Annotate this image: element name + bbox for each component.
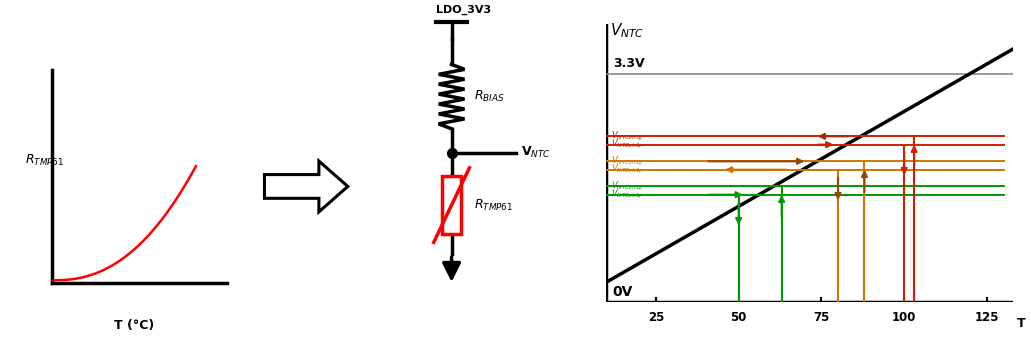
Text: 50: 50: [731, 312, 746, 324]
Text: $V_{NTC_Ph1_F}$: $V_{NTC_Ph1_F}$: [611, 188, 643, 201]
Polygon shape: [264, 161, 347, 212]
Text: T (°C): T (°C): [1017, 317, 1031, 330]
Text: V$_{NTC}$: V$_{NTC}$: [522, 145, 552, 160]
Text: 100: 100: [892, 312, 917, 324]
Text: $V_{NTC_Ph1_R}$: $V_{NTC_Ph1_R}$: [611, 180, 643, 193]
Text: LDO_3V3: LDO_3V3: [436, 5, 491, 15]
Text: $V_{NTC}$: $V_{NTC}$: [609, 21, 644, 40]
Text: 0V: 0V: [612, 285, 633, 299]
Text: T (°C): T (°C): [113, 319, 155, 332]
Text: $R_{BIAS}$: $R_{BIAS}$: [473, 89, 504, 104]
Text: $R_{TMP61}$: $R_{TMP61}$: [25, 153, 64, 168]
Text: 75: 75: [813, 312, 830, 324]
Bar: [442, 176, 461, 234]
Text: 25: 25: [647, 312, 664, 324]
Text: 3.3V: 3.3V: [612, 57, 644, 69]
Text: 125: 125: [974, 312, 999, 324]
Text: $R_{TMP61}$: $R_{TMP61}$: [473, 198, 512, 213]
Text: $V_{NTC_Ph2_R}$: $V_{NTC_Ph2_R}$: [611, 155, 643, 168]
Text: $V_{NTC_Ph3_R}$: $V_{NTC_Ph3_R}$: [611, 129, 643, 143]
Text: $V_{NTC_Ph2_F}$: $V_{NTC_Ph2_F}$: [611, 163, 643, 176]
Text: $V_{NTC_Ph3_F}$: $V_{NTC_Ph3_F}$: [611, 138, 643, 152]
